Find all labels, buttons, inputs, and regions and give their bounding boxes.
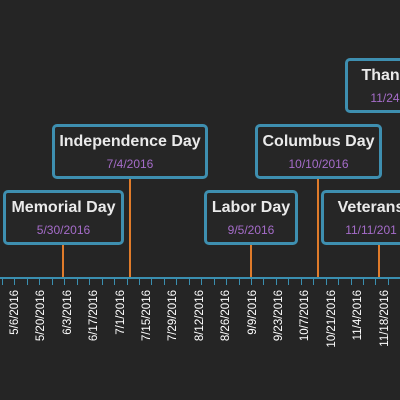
- axis-tick: [313, 278, 314, 285]
- axis-tick: [176, 278, 177, 285]
- axis-tick: [214, 278, 215, 285]
- event-date: 7/4/2016: [106, 157, 154, 171]
- event-title: Independence Day: [59, 133, 201, 150]
- event-date: 9/5/2016: [227, 223, 275, 237]
- axis-tick: [64, 278, 65, 285]
- event-connector: [378, 245, 380, 277]
- axis-tick: [139, 278, 140, 285]
- event-title: Memorial Day: [11, 199, 116, 216]
- axis-tick: [14, 278, 15, 285]
- event-card[interactable]: Veterans 11/11/201: [321, 190, 400, 245]
- axis-tick: [201, 278, 202, 285]
- axis-tick: [239, 278, 240, 285]
- axis-tick: [351, 278, 352, 285]
- axis-tick: [77, 278, 78, 285]
- axis-tick-label: 7/1/2016: [114, 290, 127, 335]
- axis-tick: [151, 278, 152, 285]
- axis-tick: [226, 278, 227, 285]
- axis-tick: [164, 278, 165, 285]
- event-connector: [317, 179, 319, 277]
- axis-tick-label: 8/26/2016: [220, 290, 233, 342]
- event-connector: [62, 245, 64, 277]
- axis-tick-label: 5/6/2016: [9, 290, 21, 335]
- axis-tick-label: 7/15/2016: [141, 290, 153, 342]
- axis-tick-label: 7/29/2016: [167, 290, 180, 342]
- event-date: 11/24: [370, 91, 400, 105]
- timeline-axis: [0, 277, 400, 279]
- axis-tick: [288, 278, 289, 285]
- axis-tick-label: 5/20/2016: [35, 290, 48, 342]
- axis-tick: [89, 278, 90, 285]
- axis-tick: [189, 278, 190, 285]
- event-card[interactable]: Thank 11/24: [345, 58, 400, 113]
- event-card[interactable]: Columbus Day 10/10/2016: [255, 124, 382, 179]
- event-title: Columbus Day: [262, 133, 375, 150]
- axis-tick: [52, 278, 53, 285]
- axis-tick: [363, 278, 364, 285]
- axis-tick-label: 6/3/2016: [61, 290, 74, 335]
- axis-tick-label: 6/17/2016: [88, 290, 101, 342]
- axis-tick: [127, 278, 128, 285]
- event-connector: [250, 245, 252, 277]
- axis-tick: [263, 278, 264, 285]
- axis-tick: [27, 278, 28, 285]
- event-card[interactable]: Independence Day 7/4/2016: [52, 124, 208, 179]
- axis-tick: [251, 278, 252, 285]
- event-title: Veterans: [337, 199, 400, 216]
- axis-tick-label: 8/12/2016: [193, 290, 206, 342]
- axis-tick: [388, 278, 389, 285]
- event-date: 11/11/201: [345, 223, 397, 237]
- axis-tick-label: 9/23/2016: [273, 290, 285, 342]
- axis-tick: [301, 278, 302, 285]
- axis-tick-label: 9/9/2016: [246, 290, 259, 335]
- axis-tick-label: 10/7/2016: [299, 290, 312, 342]
- event-date: 10/10/2016: [288, 157, 349, 171]
- event-date: 5/30/2016: [36, 223, 91, 237]
- event-card[interactable]: Memorial Day 5/30/2016: [3, 190, 124, 245]
- axis-tick: [338, 278, 339, 285]
- axis-tick: [39, 278, 40, 285]
- event-connector: [129, 179, 131, 277]
- axis-tick: [375, 278, 376, 285]
- axis-tick: [2, 278, 3, 285]
- axis-tick-label: 10/21/2016: [325, 290, 338, 348]
- axis-tick: [276, 278, 277, 285]
- axis-tick: [326, 278, 327, 285]
- event-title: Labor Day: [211, 199, 291, 216]
- event-card[interactable]: Labor Day 9/5/2016: [204, 190, 298, 245]
- event-title: Thank: [361, 67, 400, 84]
- axis-tick-label: 11/18/2016: [378, 290, 391, 347]
- axis-tick-label: 11/4/2016: [352, 290, 365, 341]
- axis-tick: [114, 278, 115, 285]
- axis-tick: [102, 278, 103, 285]
